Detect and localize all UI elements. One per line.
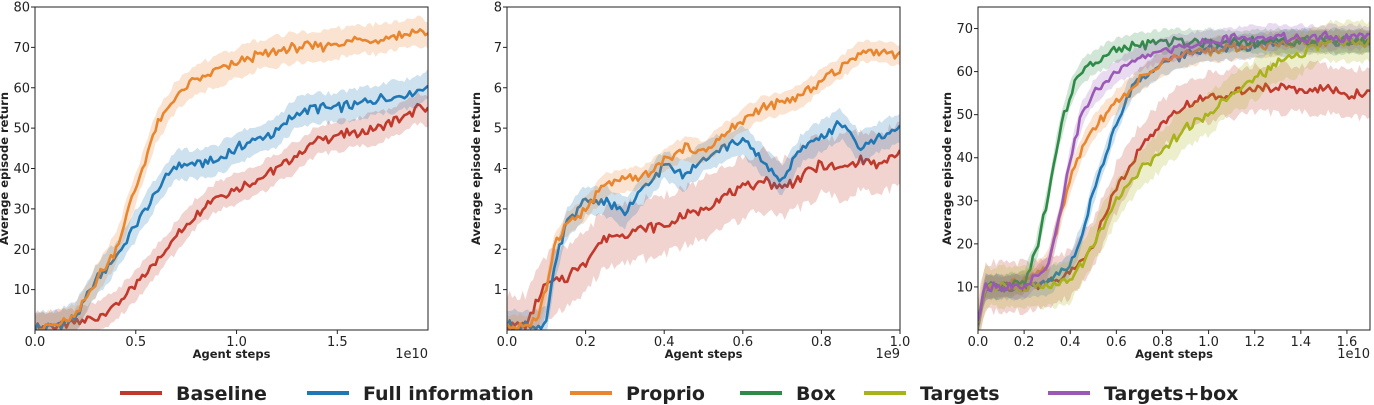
- series-line-proprio: [507, 48, 900, 330]
- y-tick-label: 1: [494, 283, 502, 298]
- x-tick-label: 0.2: [1014, 335, 1035, 350]
- y-tick-label: 20: [13, 243, 30, 258]
- legend-item-box: Box: [740, 383, 836, 405]
- y-tick-label: 6: [494, 81, 502, 96]
- legend-item-full-information: Full information: [307, 383, 534, 405]
- series-line-proprio: [978, 36, 1370, 324]
- x-tick-label: 0.0: [497, 335, 518, 350]
- legend-label: Baseline: [176, 383, 267, 405]
- y-tick-label: 60: [13, 81, 30, 96]
- x-tick-label: 0.6: [1106, 335, 1127, 350]
- y-tick-label: 40: [956, 151, 973, 166]
- x-axis-multiplier: 1e10: [395, 347, 428, 362]
- y-tick-label: 5: [494, 122, 502, 137]
- y-tick-label: 70: [956, 22, 973, 37]
- band-proprio: [35, 15, 428, 330]
- y-tick-label: 30: [13, 202, 30, 217]
- band-baseline: [507, 121, 900, 330]
- plot-area: [978, 18, 1370, 330]
- y-tick-label: 2: [494, 243, 502, 258]
- y-tick-label: 8: [494, 1, 502, 16]
- x-axis-label: Agent steps: [193, 347, 271, 361]
- y-tick-label: 3: [494, 202, 502, 217]
- x-tick-label: 0.4: [1060, 335, 1081, 350]
- axes-frame: [977, 6, 1371, 331]
- band-full-information: [35, 69, 428, 330]
- series-line-box: [978, 35, 1370, 325]
- x-tick-label: 0.4: [654, 335, 675, 350]
- y-tick-label: 60: [956, 65, 973, 80]
- x-tick-label: 0.2: [575, 335, 596, 350]
- legend: Baseline Full information Proprio Box Target…: [120, 383, 1238, 405]
- x-axis-label: Agent steps: [1135, 347, 1213, 361]
- legend-item-targets-box: Targets+box: [1048, 383, 1238, 405]
- x-tick-label: 1.5: [327, 335, 348, 350]
- series-line-baseline: [35, 102, 428, 330]
- x-tick-label: 0.8: [811, 335, 832, 350]
- y-axis-label: Average episode return: [0, 92, 11, 245]
- chart-panel-2: 0.0 0.2 0.4 0.6 0.8 1.0 1 2 3 4 5 6 7 8 Agent steps 1e9…: [469, 1, 910, 363]
- plot-area: [507, 39, 900, 330]
- x-tick-label: 1.0: [1198, 335, 1219, 350]
- legend-label: Targets+box: [1104, 383, 1238, 405]
- legend-label: Proprio: [626, 383, 705, 405]
- legend-item-baseline: Baseline: [120, 383, 267, 405]
- x-axis-label: Agent steps: [665, 347, 743, 361]
- series-line-targets: [978, 35, 1370, 324]
- band-targets: [978, 18, 1370, 330]
- chart-panel-3: 0.0 0.2 0.4 0.6 0.8 1.0 1.2 1.4 1.6 10 20 30 40 50 60 7…: [940, 6, 1371, 362]
- legend-label: Targets: [920, 383, 1000, 405]
- y-tick-label: 40: [13, 162, 30, 177]
- band-baseline: [35, 90, 428, 330]
- x-axis-multiplier: 1e10: [1337, 347, 1370, 362]
- x-tick-label: 1.6: [1337, 335, 1358, 350]
- band-baseline: [978, 60, 1370, 330]
- y-axis-label: Average episode return: [469, 92, 483, 245]
- band-full-information: [507, 107, 900, 330]
- x-tick-label: 1.0: [226, 335, 247, 350]
- x-tick-label: 1.4: [1290, 335, 1311, 350]
- legend-item-proprio: Proprio: [570, 383, 705, 405]
- legend-label: Box: [796, 383, 836, 405]
- y-tick-label: 20: [956, 237, 973, 252]
- series-line-targets-box: [978, 30, 1370, 322]
- band-targets-box: [978, 22, 1370, 330]
- y-tick-label: 50: [13, 122, 30, 137]
- y-tick-label: 70: [13, 41, 30, 56]
- x-tick-label: 0.5: [125, 335, 146, 350]
- legend-label: Full information: [363, 383, 534, 405]
- y-tick-label: 80: [13, 1, 30, 16]
- x-tick-label: 1.0: [890, 335, 911, 350]
- y-tick-label: 7: [494, 41, 502, 56]
- series-line-proprio: [36, 28, 428, 330]
- y-tick-label: 4: [494, 162, 502, 177]
- series-line-full-information: [35, 84, 428, 330]
- plot-area: [35, 15, 428, 330]
- x-axis-multiplier: 1e9: [875, 347, 900, 362]
- x-tick-label: 0.6: [732, 335, 753, 350]
- y-tick-label: 10: [956, 280, 973, 295]
- y-axis-label: Average episode return: [940, 92, 954, 245]
- y-tick-label: 50: [956, 108, 973, 123]
- x-tick-label: 1.2: [1244, 335, 1265, 350]
- x-tick-label: 0.0: [25, 335, 46, 350]
- y-tick-label: 10: [13, 283, 30, 298]
- x-tick-label: 0.8: [1152, 335, 1173, 350]
- y-tick-label: 30: [956, 194, 973, 209]
- series-line-baseline: [507, 149, 900, 330]
- series-line-full-information: [507, 120, 900, 330]
- x-tick-label: 0.0: [968, 335, 989, 350]
- legend-item-targets: Targets: [864, 383, 1000, 405]
- chart-panel-1: 0.0 0.5 1.0 1.5 10 20 30 40 50 60 70 80 Agent steps 1…: [0, 1, 429, 362]
